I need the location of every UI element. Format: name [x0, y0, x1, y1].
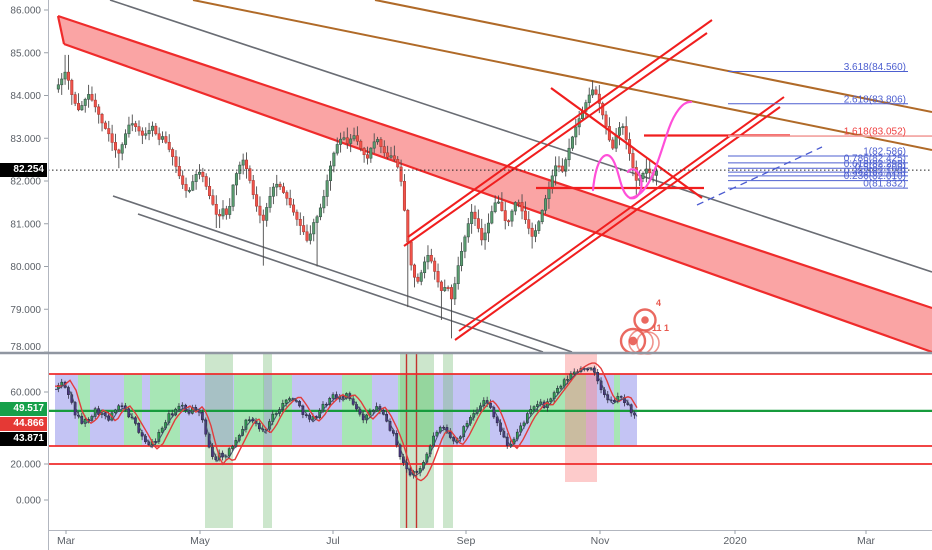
price-axis: 86.000 85.000 84.000 83.000 82.000 81.000 80.0… [10, 6, 48, 507]
price-tick-label: 82.000 [10, 177, 41, 188]
indicator-value-label-black[interactable]: 43.871 [0, 432, 47, 446]
indicator-tick-label: 20.000 [10, 460, 41, 471]
bullseye-icons: 4 11 1 [619, 298, 669, 355]
main-overlays-back [56, 0, 932, 354]
time-tick-label[interactable]: Jul [326, 535, 339, 547]
fib-level-label[interactable]: 0(81.832) [863, 179, 906, 190]
price-tick-label: 78.000 [10, 342, 41, 353]
time-tick-label[interactable]: Sep [457, 535, 476, 547]
bullseye-label: 4 [656, 298, 661, 308]
time-tick-label[interactable]: Nov [591, 535, 610, 547]
fib-level-label[interactable]: 3.618(84.560) [844, 62, 906, 73]
pink-projection-arrow [591, 100, 693, 200]
fib-level-label[interactable]: 0.618(82.298) [844, 159, 906, 170]
price-tick-label: 86.000 [10, 6, 41, 17]
time-tick-label[interactable]: Mar [857, 535, 876, 547]
bullseye-label: 11 1 [652, 323, 669, 333]
price-tick-label: 80.000 [10, 262, 41, 273]
fib-levels: 3.618(84.560) 2.618(83.806) 1.618(83.052) 1… [728, 62, 932, 190]
indicator-panel [48, 354, 932, 528]
candles-layer [56, 54, 658, 339]
indicator-bars [55, 362, 638, 482]
time-tick-label[interactable]: Mar [57, 535, 76, 547]
time-tick-label[interactable]: 2020 [723, 535, 747, 547]
time-axis: Mar May Jul Sep Nov 2020 Mar [57, 530, 876, 547]
last-price-label[interactable]: 82.254 [0, 163, 47, 177]
price-tick-label: 79.000 [10, 305, 41, 316]
indicator-value-label-green[interactable]: 49.517 [0, 402, 47, 416]
indicator-value-label-red[interactable]: 44.866 [0, 417, 47, 431]
fib-level-label[interactable]: 0.382(82.120) [844, 166, 906, 177]
indicator-tick-label: 60.000 [10, 388, 41, 399]
price-tick-label: 83.000 [10, 134, 41, 145]
fib-level-label[interactable]: 2.618(83.806) [844, 94, 906, 105]
fib-level-label[interactable]: 0.236(82.010) [844, 171, 906, 182]
price-tick-label: 84.000 [10, 91, 41, 102]
fib-level-label[interactable]: 1(82.586) [863, 146, 906, 157]
fib-level-label[interactable]: 0.786(82.425) [844, 153, 906, 164]
time-tick-label[interactable]: May [190, 535, 211, 547]
indicator-tick-label: 0.000 [16, 496, 41, 507]
price-tick-label: 85.000 [10, 48, 41, 59]
fib-level-label[interactable]: 0.5(82.209) [855, 163, 906, 174]
price-tick-label: 81.000 [10, 219, 41, 230]
fib-level-label[interactable]: 1.618(83.052) [844, 127, 906, 138]
